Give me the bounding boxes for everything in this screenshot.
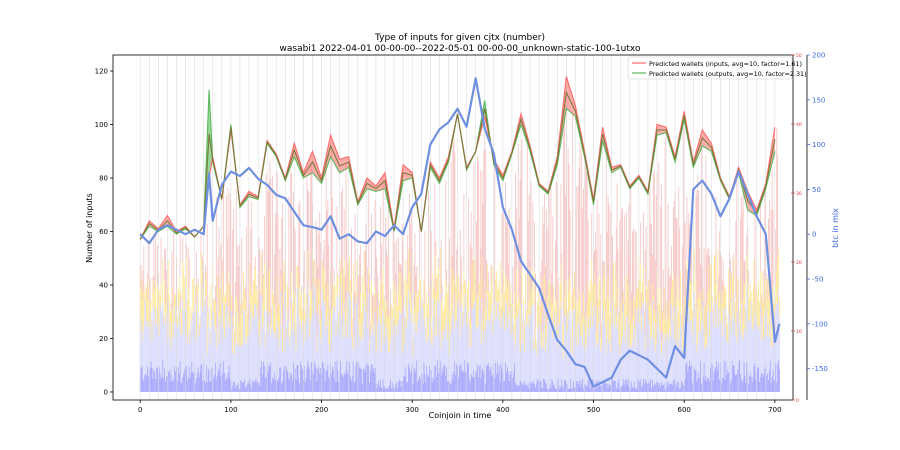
y-tick-label: 60 — [99, 228, 108, 236]
x-tick-label: 400 — [496, 406, 509, 414]
y3-tick-label: 40 — [796, 122, 802, 128]
y2-tick-label: 150 — [812, 96, 825, 104]
legend: Predicted wallets (inputs, avg=10, facto… — [627, 56, 807, 80]
fill-between-segment — [339, 156, 349, 173]
y2-tick-label: -50 — [812, 276, 823, 284]
y2-axis-label: btc in mix — [831, 208, 840, 248]
fill-between-segment — [403, 164, 413, 181]
y-tick-label: 40 — [99, 282, 108, 290]
x-tick-label: 0 — [138, 406, 142, 414]
y2-tick-label: -150 — [812, 365, 828, 373]
plot-frame — [112, 54, 794, 401]
y-tick-label: 100 — [95, 121, 108, 129]
line-btc-in-mix — [139, 77, 781, 388]
chart-subtitle: wasabi1 2022-04-01 00-00-00--2022-05-01 … — [280, 44, 641, 54]
y-tick-label: 120 — [95, 68, 108, 76]
y2-tick-label: -100 — [812, 320, 828, 328]
x-tick-label: 100 — [224, 406, 237, 414]
x-tick-label: 200 — [315, 406, 328, 414]
y3-tick-label: 30 — [796, 191, 802, 197]
legend-label-inputs: Predicted wallets (inputs, avg=10, facto… — [649, 60, 802, 68]
x-axis-label: Coinjoin in time — [429, 411, 492, 420]
chart-title: Type of inputs for given cjtx (number) — [374, 33, 545, 43]
y-axis-right-btc: -150 -100 -50 0 50 100 150 200 — [806, 52, 828, 400]
lines-layer — [139, 76, 781, 388]
y-axis-label: Number of inputs — [85, 193, 94, 263]
y-tick-label: 80 — [99, 175, 108, 183]
y-axis-right-secondary: 0 10 20 30 40 50 — [791, 53, 802, 404]
y3-tick-label: 10 — [796, 329, 802, 335]
y2-tick-label: 200 — [812, 52, 825, 60]
y-tick-label: 0 — [104, 388, 108, 396]
y3-tick-label: 0 — [796, 398, 799, 404]
vertical-gridlines — [139, 55, 776, 400]
x-tick-label: 600 — [678, 406, 691, 414]
legend-box — [627, 56, 793, 80]
y3-tick-label: 20 — [796, 260, 802, 266]
y-axis-left: 0 20 40 60 80 100 120 — [95, 68, 113, 396]
x-tick-label: 300 — [406, 406, 419, 414]
x-tick-label: 700 — [768, 406, 781, 414]
line-combined — [139, 90, 776, 240]
y2-tick-label: 0 — [812, 231, 816, 239]
fill-between-segment — [330, 135, 340, 173]
x-axis: 0 100 200 300 400 500 600 700 — [138, 400, 782, 414]
y3-tick-label: 50 — [796, 53, 802, 59]
x-tick-label: 500 — [587, 406, 600, 414]
y-tick-label: 20 — [99, 335, 108, 343]
y2-tick-label: 50 — [812, 186, 821, 194]
y2-tick-label: 100 — [812, 141, 825, 149]
fill-between-segment — [702, 129, 712, 152]
fill-between-segment — [366, 178, 376, 192]
legend-label-outputs: Predicted wallets (outputs, avg=10, fact… — [649, 70, 807, 78]
